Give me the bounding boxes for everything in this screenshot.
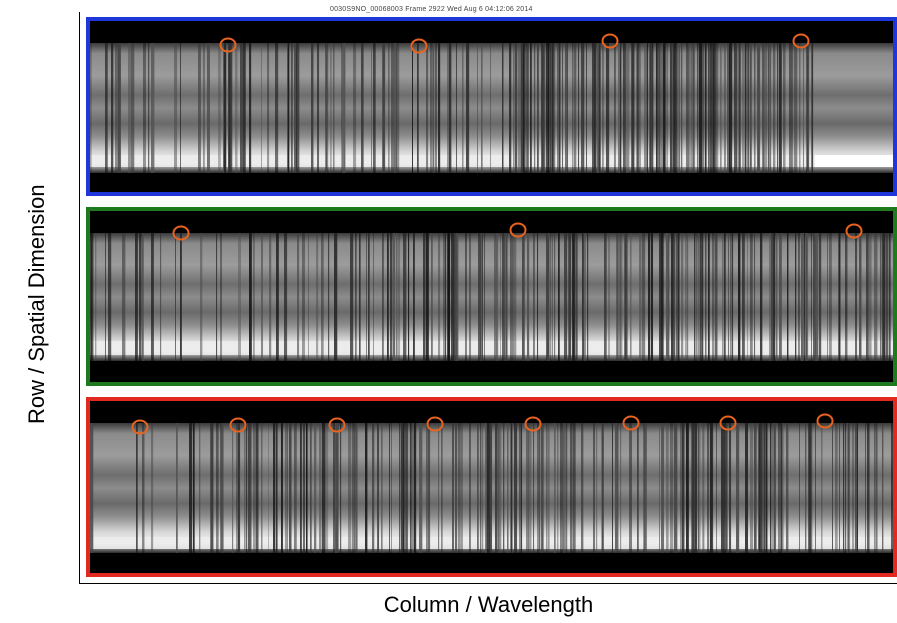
line-marker-circle	[792, 33, 810, 49]
line-marker-circle	[328, 417, 346, 433]
spectrum-image-top	[90, 21, 893, 192]
line-markers	[131, 413, 834, 435]
spectrum-panel-middle	[86, 207, 897, 386]
line-marker-circle	[410, 38, 428, 54]
line-marker-circle	[509, 222, 527, 238]
line-marker-circle	[219, 37, 237, 53]
spectrum-panel-bottom	[86, 397, 897, 577]
line-marker-circle	[845, 223, 863, 239]
line-marker-circle	[131, 419, 149, 435]
line-markers	[219, 33, 810, 54]
spectrum-panel-top	[86, 17, 897, 196]
line-marker-circle	[719, 415, 737, 431]
y-axis-label: Row / Spatial Dimension	[24, 184, 49, 424]
y-axis-line	[79, 12, 80, 584]
absorption-lines	[90, 233, 891, 361]
line-marker-circle	[816, 413, 834, 429]
line-marker-circle	[172, 225, 190, 241]
absorption-lines	[90, 423, 893, 553]
line-marker-circle	[524, 416, 542, 432]
line-marker-circle	[601, 33, 619, 49]
x-axis-label: Column / Wavelength	[383, 592, 594, 617]
x-axis-line	[79, 583, 897, 584]
line-marker-circle	[229, 417, 247, 433]
line-marker-circle	[622, 415, 640, 431]
line-marker-circle	[426, 416, 444, 432]
absorption-lines	[90, 43, 814, 173]
line-markers	[172, 222, 863, 241]
spectrum-image-bottom	[90, 401, 893, 573]
spectrum-image-middle	[90, 211, 893, 382]
frame-header-text: 0030S9NO_00068003 Frame 2922 Wed Aug 6 0…	[330, 6, 533, 13]
